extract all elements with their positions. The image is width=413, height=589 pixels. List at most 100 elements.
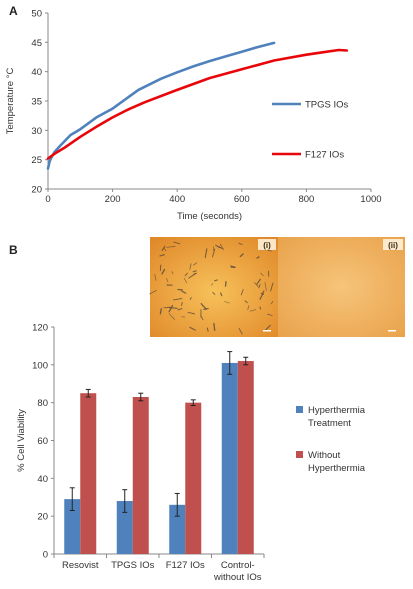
micrograph-left-label: (i) xyxy=(263,241,271,250)
chart-a-y-tick-label: 45 xyxy=(31,38,42,49)
chart-b-legend-label-line: Hyperthermia xyxy=(308,463,366,474)
cell-mark xyxy=(212,248,216,258)
chart-b-y-tick-label: 120 xyxy=(32,323,48,334)
micrograph-left xyxy=(150,237,278,337)
cell-mark xyxy=(189,263,192,270)
cell-mark xyxy=(206,327,209,332)
chart-b-bar xyxy=(169,504,186,554)
micrograph-right-label: (ii) xyxy=(388,241,398,250)
chart-b-legend-swatch xyxy=(296,406,303,413)
chart-b-y-axis-title: % Cell Viability xyxy=(16,409,27,472)
chart-b-category-label: TPGS IOs xyxy=(111,560,155,571)
cell-mark xyxy=(260,292,265,295)
cell-mark xyxy=(188,272,197,279)
cell-mark xyxy=(163,247,167,252)
cell-mark xyxy=(258,283,261,289)
panel-b-label: B xyxy=(9,243,18,257)
cell-mark xyxy=(166,246,176,248)
chart-b-legend-label-line: Without xyxy=(308,450,341,461)
chart-b-bar xyxy=(237,361,254,554)
chart-b-y-tick-label: 0 xyxy=(43,550,48,561)
chart-b-category-label-line: F127 IOs xyxy=(166,560,205,571)
chart-b-category-label-line: Resovist xyxy=(62,560,99,571)
cell-mark xyxy=(244,300,248,304)
cell-mark xyxy=(166,278,169,283)
cell-mark xyxy=(266,249,272,252)
cell-mark xyxy=(154,274,157,281)
cell-mark xyxy=(189,326,196,331)
chart-a-x-axis-title: Time (seconds) xyxy=(177,211,242,222)
cell-mark xyxy=(189,296,192,301)
chart-a-x-tick-label: 0 xyxy=(45,194,50,205)
chart-b-category-label-line: TPGS IOs xyxy=(111,560,155,571)
chart-a-y-tick-label: 25 xyxy=(31,155,42,166)
chart-a-x-tick-label: 800 xyxy=(298,194,314,205)
chart-a-y-tick-label: 30 xyxy=(31,126,42,137)
chart-a-y-tick-label: 40 xyxy=(31,67,42,78)
chart-b-bar xyxy=(64,499,81,554)
cell-mark xyxy=(264,282,267,291)
temperature-line-chart: Temperature °C Time (seconds) 20 25 30 35 40… xyxy=(5,9,382,223)
chart-b-category-label: Control-without IOs xyxy=(213,560,262,583)
cell-mark xyxy=(220,243,223,249)
cell-mark xyxy=(239,253,244,258)
cell-mark xyxy=(200,316,204,321)
chart-a-y-tick-label: 50 xyxy=(31,9,42,20)
cell-mark xyxy=(168,307,178,309)
chart-b-legend-label: Without Hyperthermia xyxy=(308,450,366,474)
cell-mark xyxy=(177,308,183,311)
chart-a-x-tick-label: 1000 xyxy=(360,194,381,205)
micrograph-right-label-box xyxy=(383,239,403,250)
chart-a-legend-label: TPGS IOs xyxy=(305,100,349,111)
micrograph-inset: (i) (ii) xyxy=(149,237,405,337)
cell-mark xyxy=(159,308,162,315)
cell-mark xyxy=(149,289,157,295)
cell-mark xyxy=(224,280,227,287)
chart-a-x-tick-label: 400 xyxy=(169,194,185,205)
cell-mark xyxy=(192,270,197,273)
cell-mark xyxy=(238,242,243,246)
cell-mark xyxy=(173,298,183,301)
cell-mark xyxy=(159,254,165,257)
cell-mark xyxy=(181,302,183,306)
cell-mark xyxy=(238,328,243,335)
cell-mark xyxy=(168,313,175,320)
cell-mark xyxy=(256,278,261,285)
cell-mark xyxy=(259,306,262,310)
chart-a-legend-label: F127 IOs xyxy=(305,150,344,161)
cell-mark xyxy=(163,306,171,309)
cell-mark xyxy=(259,290,265,300)
chart-b-bar xyxy=(132,396,149,554)
cell-mark xyxy=(211,282,213,286)
chart-b-legend-label: Hyperthermia Treatment xyxy=(308,405,366,429)
chart-b-bar xyxy=(116,501,133,554)
chart-b-y-tick-label: 100 xyxy=(32,360,48,371)
cell-mark xyxy=(181,290,187,294)
cell-mark xyxy=(220,292,223,297)
cell-mark xyxy=(270,282,274,292)
cell-mark xyxy=(218,246,224,250)
chart-a-series-line xyxy=(46,41,276,170)
cell-mark xyxy=(161,245,166,251)
cell-mark xyxy=(183,277,188,284)
cell-mark xyxy=(173,241,181,245)
cell-viability-bar-chart: % Cell Viability 0 20 40 60 80 100 120 Resovist… xyxy=(16,323,366,584)
chart-b-y-tick-label: 40 xyxy=(37,474,48,485)
chart-b-category-label: F127 IOs xyxy=(166,560,205,571)
chart-a-y-axis-title: Temperature °C xyxy=(5,68,16,135)
cell-mark xyxy=(224,301,230,304)
micrograph-left-label-box xyxy=(258,239,276,250)
cell-mark xyxy=(212,292,216,295)
cell-mark xyxy=(184,272,188,277)
cell-mark xyxy=(168,304,174,313)
scale-bar-left xyxy=(263,330,271,332)
cell-mark xyxy=(204,248,208,259)
cell-mark xyxy=(254,282,259,287)
cell-mark xyxy=(267,313,273,316)
cell-mark xyxy=(203,307,209,310)
cell-mark xyxy=(161,268,166,275)
chart-b-legend-label-line: Hyperthermia xyxy=(308,405,366,416)
chart-a-x-tick-label: 200 xyxy=(105,194,121,205)
cell-mark xyxy=(256,256,260,259)
